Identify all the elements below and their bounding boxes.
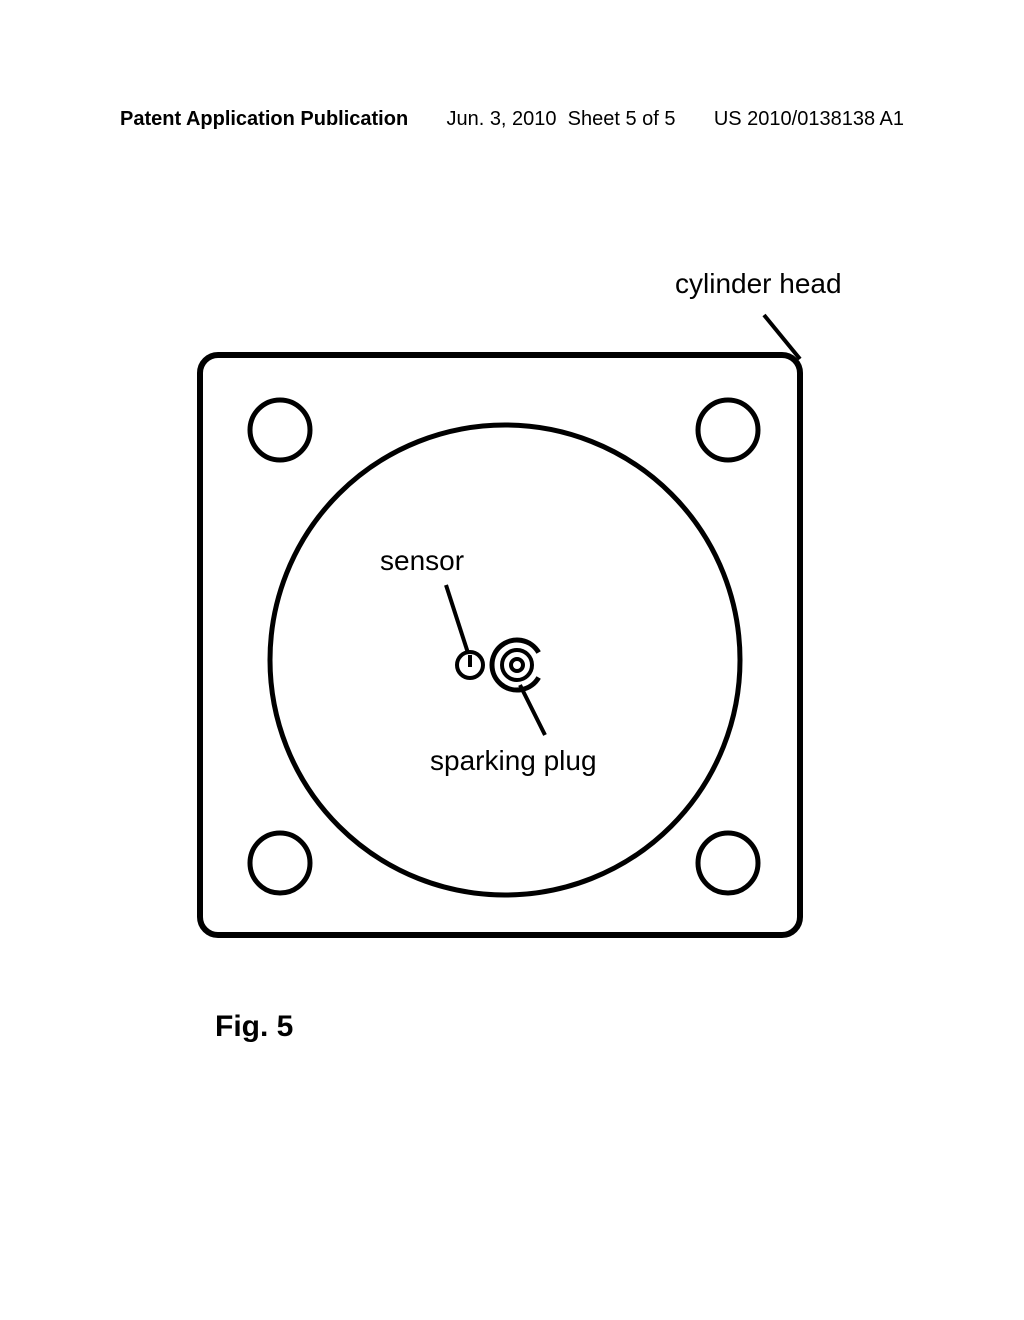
figure-area: cylinder head sensor sparking plug (120, 265, 880, 1085)
publication-date: Jun. 3, 2010 (446, 108, 556, 130)
figure-caption: Fig. 5 (215, 1010, 293, 1044)
header-row: Patent Application Publication Jun. 3, 2… (0, 108, 1024, 131)
sparking-plug-inner (502, 650, 532, 680)
bolt-hole (698, 400, 758, 460)
sheet-number: Sheet 5 of 5 (568, 108, 676, 130)
bolt-hole (698, 833, 758, 893)
leader-sensor (446, 585, 468, 653)
label-sparking-plug: sparking plug (430, 745, 597, 776)
bolt-hole (250, 400, 310, 460)
sparking-plug-core (511, 659, 523, 671)
publication-type: Patent Application Publication (120, 108, 408, 131)
leader-sparking-plug (520, 685, 545, 735)
cylinder-head-diagram: cylinder head sensor sparking plug (120, 265, 880, 1085)
label-sensor: sensor (380, 545, 464, 576)
publication-number: US 2010/0138138 A1 (714, 108, 904, 131)
bolt-hole (250, 833, 310, 893)
label-cylinder-head: cylinder head (675, 268, 842, 299)
date-sheet: Jun. 3, 2010 Sheet 5 of 5 (446, 108, 675, 131)
page: Patent Application Publication Jun. 3, 2… (0, 0, 1024, 1320)
